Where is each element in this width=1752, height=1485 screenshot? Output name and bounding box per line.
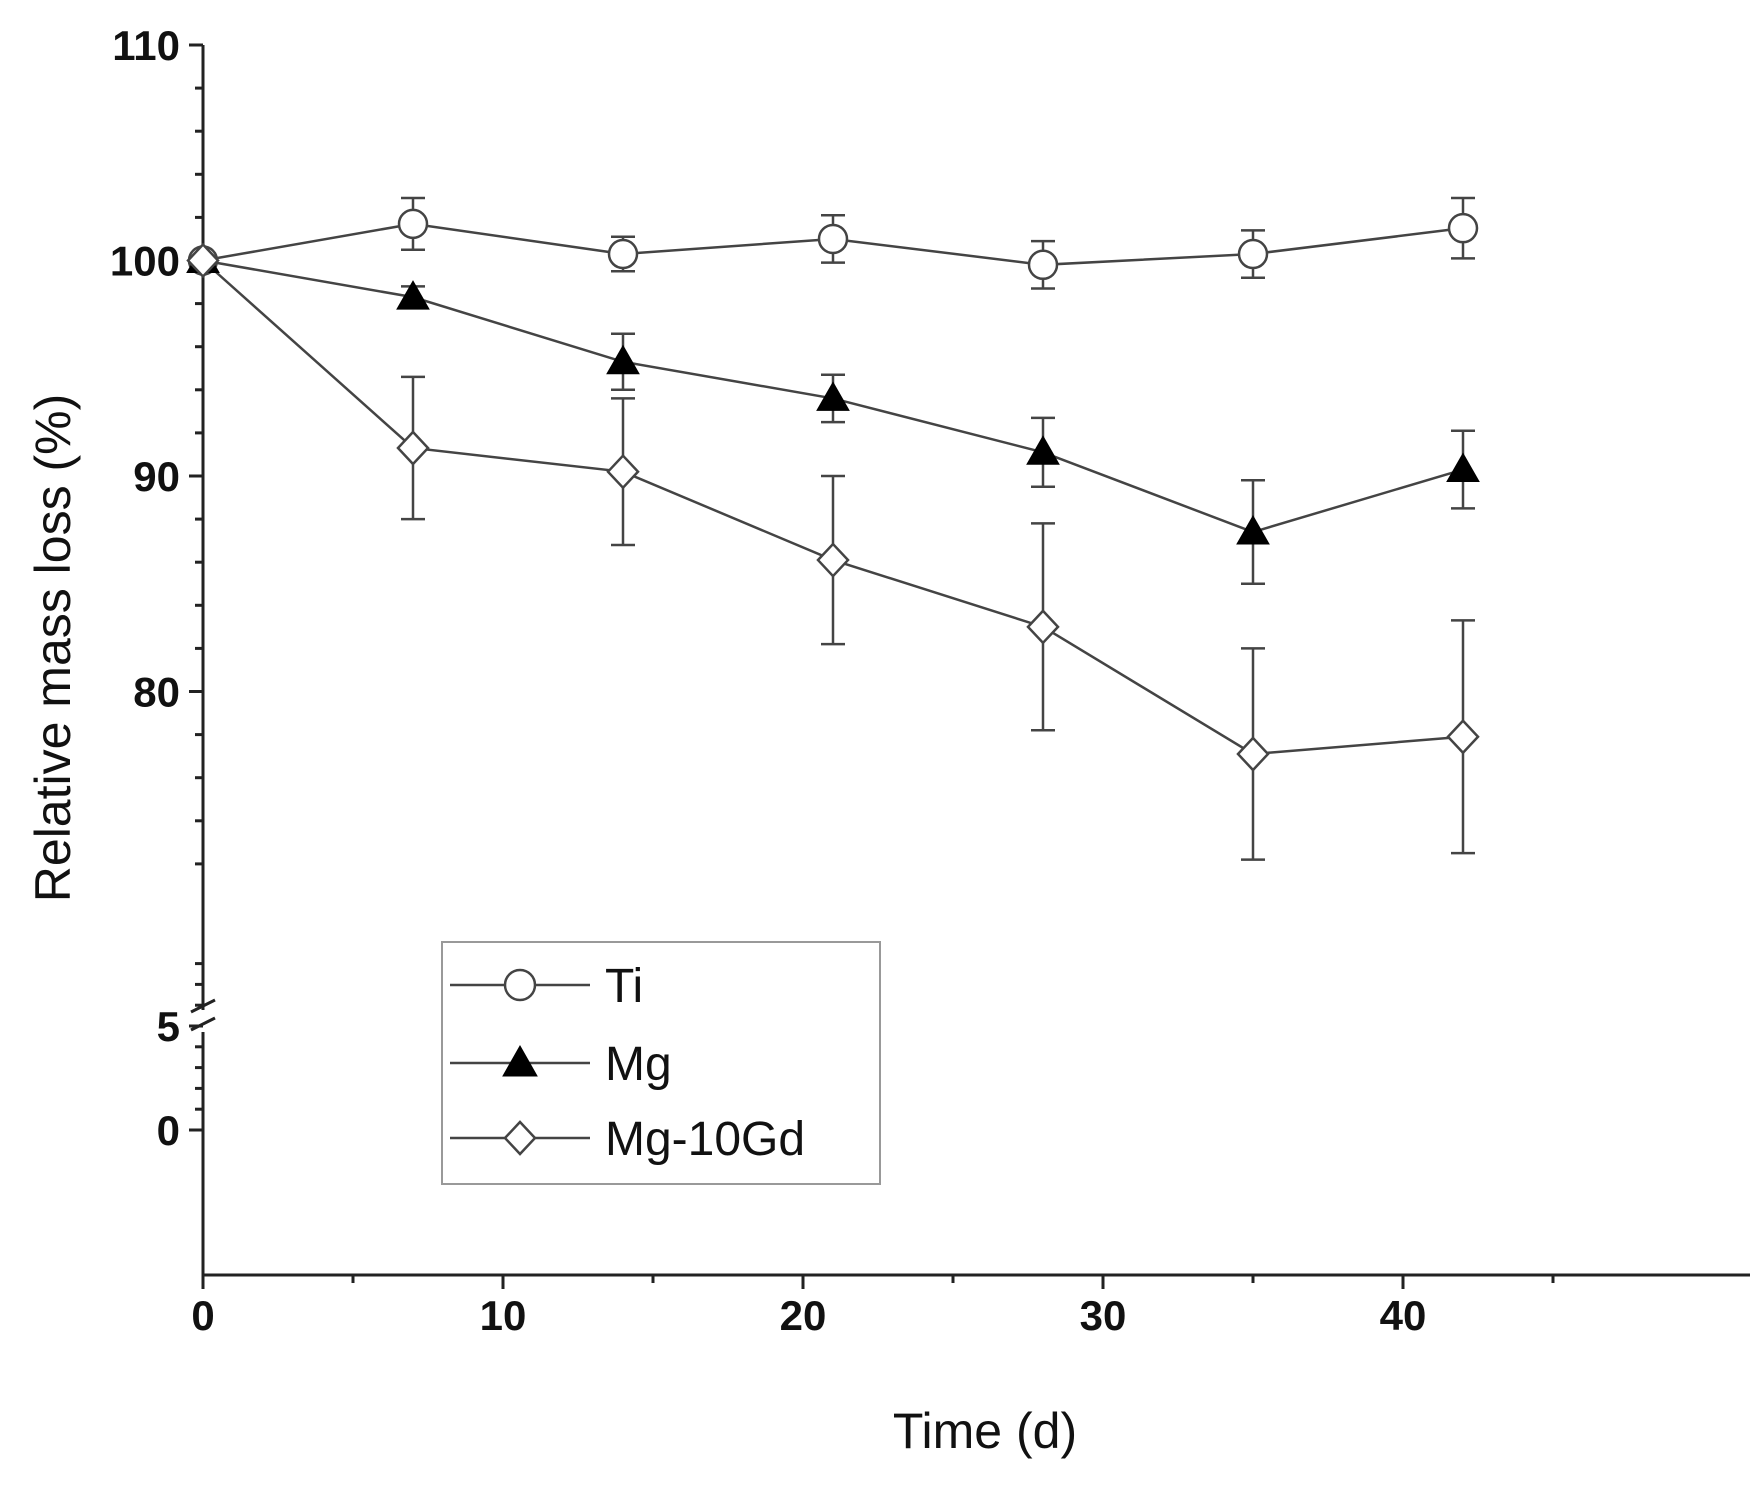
legend-label-ti: Ti	[605, 960, 643, 1013]
plot-area	[186, 196, 1480, 861]
data-point	[606, 344, 640, 375]
data-point	[606, 453, 640, 490]
y-tick-label: 90	[133, 453, 180, 500]
data-point	[397, 208, 429, 240]
y-tick-label: 100	[110, 238, 180, 285]
x-tick-label: 0	[191, 1292, 214, 1339]
y-tick-label: 110	[112, 22, 180, 69]
x-tick-label: 40	[1380, 1292, 1427, 1339]
data-point	[816, 381, 850, 411]
x-tick-label: 20	[780, 1292, 827, 1339]
data-point	[1447, 212, 1479, 244]
axes	[190, 45, 1750, 1277]
legend-label-mg: Mg	[605, 1038, 672, 1091]
legend-item-ti: Ti	[450, 960, 643, 1013]
legend-label-mg-10gd: Mg-10Gd	[605, 1113, 805, 1166]
data-point	[1026, 435, 1060, 465]
data-point	[396, 430, 430, 466]
data-point	[186, 242, 220, 279]
y-tick-label: 0	[157, 1107, 180, 1154]
data-point	[817, 223, 849, 255]
x-axis-title: Time (d)	[893, 1403, 1077, 1459]
data-point	[607, 238, 639, 270]
data-point	[1236, 515, 1270, 545]
data-point	[1446, 452, 1480, 483]
legend-item-mg: Mg	[450, 1038, 672, 1091]
legend-item-mg-10gd: Mg-10Gd	[450, 1113, 805, 1166]
legend-diamond-icon	[503, 1120, 537, 1156]
y-axis-title: Relative mass loss (%)	[25, 394, 81, 902]
y-ticks: 0 5 80 90 100 110	[110, 22, 203, 1154]
data-point	[816, 542, 850, 578]
data-point	[396, 280, 430, 310]
data-point	[1237, 238, 1269, 270]
data-point	[1027, 249, 1059, 281]
data-point	[1026, 609, 1060, 645]
y-tick-label: 80	[133, 669, 180, 716]
x-tick-label: 30	[1080, 1292, 1127, 1339]
markers-mg-10gd	[186, 242, 1480, 772]
x-ticks: 0 10 20 30 40	[191, 1275, 1555, 1339]
y-tick-label: 5	[157, 1003, 180, 1050]
series-mg	[202, 259, 1475, 585]
data-point	[1236, 736, 1270, 772]
x-tick-label: 10	[480, 1292, 527, 1339]
legend-circle-icon	[503, 968, 537, 1002]
legend: Ti Mg Mg-10Gd	[441, 941, 881, 1185]
data-point	[1446, 718, 1480, 755]
legend-triangle-icon	[502, 1044, 538, 1077]
